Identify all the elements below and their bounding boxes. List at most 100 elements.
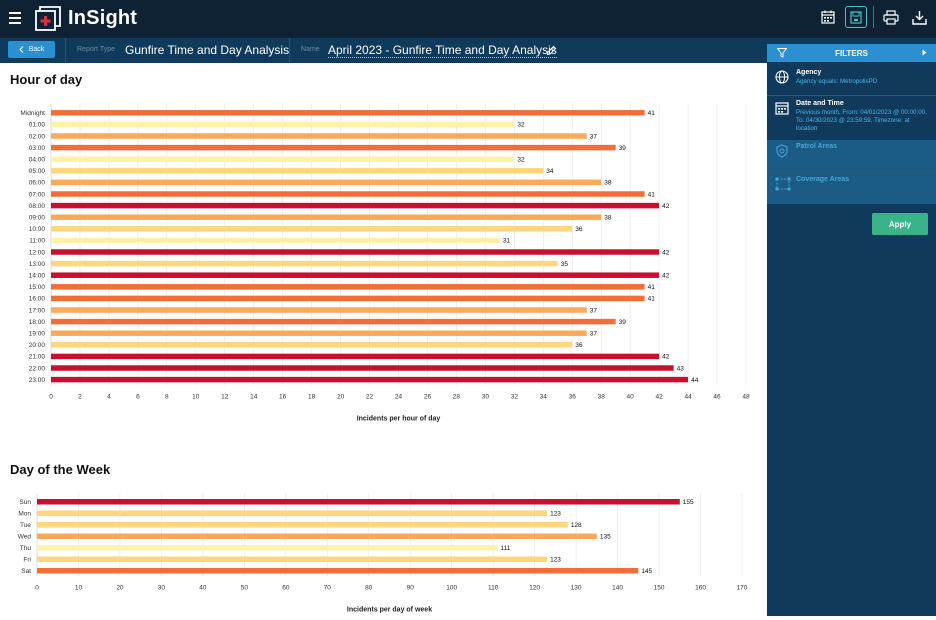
bar-value-label: 42 xyxy=(662,249,670,256)
x-tick-label: 44 xyxy=(684,393,692,400)
hour-of-day-title: Hour of day xyxy=(10,72,83,87)
filter-title: Agency xyxy=(796,69,822,76)
bar[interactable] xyxy=(51,272,660,278)
y-tick-label: Sat xyxy=(21,568,31,575)
bar-value-label: 38 xyxy=(604,180,612,187)
bar[interactable] xyxy=(51,342,573,348)
bar[interactable] xyxy=(51,307,587,313)
bar-value-label: 34 xyxy=(546,168,554,175)
y-tick-label: 13:00 xyxy=(29,261,46,268)
download-icon[interactable] xyxy=(908,6,930,28)
apply-button[interactable]: Apply xyxy=(872,213,928,235)
bar[interactable] xyxy=(51,144,616,151)
x-tick-label: 10 xyxy=(192,393,200,400)
bar[interactable] xyxy=(51,365,674,371)
bar[interactable] xyxy=(37,545,498,551)
divider xyxy=(289,38,290,63)
x-tick-label: 80 xyxy=(365,585,373,592)
bar-value-label: 42 xyxy=(662,203,670,210)
hamburger-menu-icon[interactable] xyxy=(9,12,21,24)
report-content: Hour of day 0 2 4 6 8 10 12 14 16 18 20 22 24 26 28 30 3… xyxy=(0,63,767,616)
bar[interactable] xyxy=(51,156,515,162)
bar[interactable] xyxy=(51,168,544,174)
bar[interactable] xyxy=(51,353,660,360)
bar[interactable] xyxy=(37,568,639,574)
print-icon[interactable] xyxy=(880,6,902,28)
bar[interactable] xyxy=(51,295,645,302)
divider xyxy=(767,172,936,173)
calendar-icon[interactable] xyxy=(817,6,839,28)
x-tick-label: 42 xyxy=(656,393,664,400)
x-tick-label: 30 xyxy=(158,585,166,592)
bar-value-label: 36 xyxy=(575,342,583,349)
x-tick-label: 28 xyxy=(453,393,461,400)
save-icon[interactable] xyxy=(845,6,867,28)
filters-header[interactable]: FILTERS xyxy=(767,44,936,62)
filter-agency[interactable]: Agency Agency equals: MetropolisPD xyxy=(767,66,936,95)
bar[interactable] xyxy=(51,110,645,116)
bar[interactable] xyxy=(51,202,660,209)
x-tick-label: 2 xyxy=(78,393,82,400)
edit-pencil-icon[interactable] xyxy=(546,43,557,61)
x-tick-label: 100 xyxy=(446,585,457,592)
bar-value-label: 111 xyxy=(500,545,510,552)
y-tick-label: 03:00 xyxy=(29,145,46,152)
x-tick-label: 26 xyxy=(424,393,432,400)
y-tick-label: 01:00 xyxy=(29,122,46,129)
x-axis-label: Incidents per day of week xyxy=(347,607,432,614)
bar[interactable] xyxy=(51,260,558,267)
filter-date-and-time[interactable]: Date and Time Previous month, From: 04/0… xyxy=(767,97,936,140)
bar[interactable] xyxy=(51,179,602,186)
back-button[interactable]: Back xyxy=(8,41,55,58)
bar[interactable] xyxy=(37,510,548,517)
bar[interactable] xyxy=(37,522,568,528)
bar-value-label: 38 xyxy=(604,215,612,222)
chevron-left-icon xyxy=(19,46,24,53)
y-tick-label: 16:00 xyxy=(29,296,46,303)
bar-value-label: 32 xyxy=(517,157,525,164)
y-tick-label: Tue xyxy=(20,522,31,529)
filters-panel: FILTERS Agency Agency equals: Metropolis… xyxy=(767,38,936,616)
x-tick-label: 140 xyxy=(612,585,623,592)
x-tick-label: 50 xyxy=(241,585,249,592)
bar[interactable] xyxy=(51,191,645,197)
y-tick-label: 07:00 xyxy=(29,191,46,198)
x-tick-label: 22 xyxy=(366,393,374,400)
caret-right-icon xyxy=(922,49,927,56)
bar-value-label: 42 xyxy=(662,273,670,280)
bar[interactable] xyxy=(37,533,597,540)
bar-value-label: 39 xyxy=(619,145,627,152)
y-tick-label: 17:00 xyxy=(29,307,46,314)
divider xyxy=(65,38,66,63)
bar[interactable] xyxy=(51,121,515,128)
y-tick-label: 18:00 xyxy=(29,319,46,326)
bar[interactable] xyxy=(51,318,616,325)
bar[interactable] xyxy=(51,376,689,383)
bar[interactable] xyxy=(51,249,660,255)
y-tick-label: Thu xyxy=(20,545,32,552)
filter-description: Agency equals: MetropolisPD xyxy=(796,78,878,85)
filter-title: Date and Time xyxy=(796,100,844,107)
filter-patrol-areas[interactable]: Patrol Areas xyxy=(767,140,936,172)
insight-logo-icon xyxy=(35,5,62,32)
bar[interactable] xyxy=(51,214,602,220)
y-tick-label: Wed xyxy=(18,534,32,541)
report-name-field[interactable]: April 2023 - Gunfire Time and Day Analys… xyxy=(328,43,557,58)
x-tick-label: 20 xyxy=(337,393,345,400)
bar[interactable] xyxy=(37,556,548,563)
x-tick-label: 8 xyxy=(165,393,169,400)
bar-value-label: 37 xyxy=(590,133,598,140)
bar[interactable] xyxy=(51,330,587,336)
x-tick-label: 70 xyxy=(324,585,332,592)
bar[interactable] xyxy=(51,226,573,232)
area-icon xyxy=(775,177,791,191)
bar[interactable] xyxy=(51,133,587,139)
x-tick-label: 130 xyxy=(571,585,582,592)
x-tick-label: 160 xyxy=(695,585,706,592)
bar[interactable] xyxy=(37,499,680,505)
bar[interactable] xyxy=(51,284,645,290)
bar-value-label: 32 xyxy=(517,122,525,129)
bar[interactable] xyxy=(51,237,500,244)
filter-coverage-areas[interactable]: Coverage Areas xyxy=(767,173,936,204)
bar-value-label: 36 xyxy=(575,226,583,233)
